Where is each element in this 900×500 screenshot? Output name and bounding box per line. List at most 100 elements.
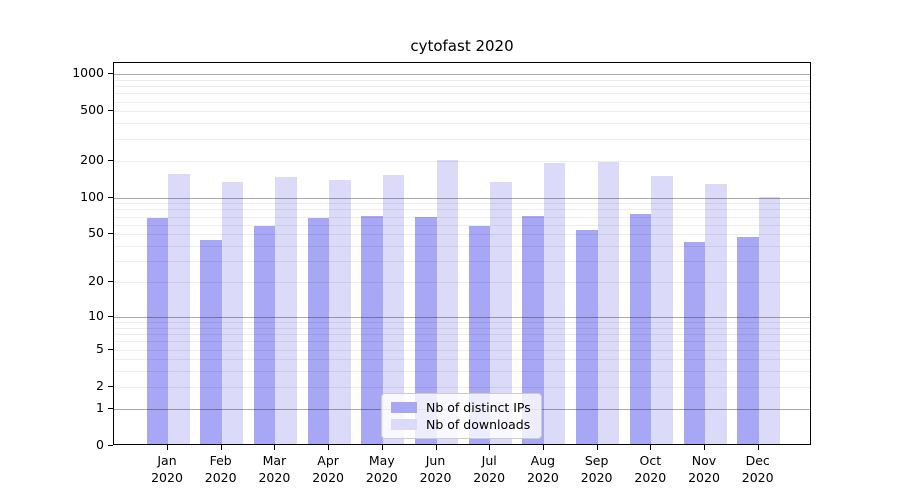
x-tick-year-oct: 2020 (634, 470, 667, 485)
x-tick-label-may: May 2020 (354, 452, 410, 486)
x-tick-mark-jul (489, 445, 491, 450)
x-tick-label-apr: Apr 2020 (300, 452, 356, 486)
gridline-300 (114, 138, 810, 140)
x-tick-year-jun: 2020 (419, 470, 452, 485)
bar-downloads-oct (651, 176, 673, 444)
x-tick-year-dec: 2020 (741, 470, 774, 485)
gridline-200 (114, 160, 810, 162)
bar-ips-nov (683, 241, 705, 444)
gridline-1000 (114, 74, 810, 75)
y-tick-mark-0 (108, 445, 113, 446)
bar-ips-aug (522, 216, 544, 444)
x-tick-label-jun: Jun 2020 (408, 452, 464, 486)
x-tick-label-aug: Aug 2020 (515, 452, 571, 486)
y-tick-mark-500 (108, 110, 113, 112)
y-tick-mark-100 (108, 196, 113, 198)
x-tick-year-apr: 2020 (312, 470, 344, 485)
y-tick-label-2: 2 (96, 377, 104, 393)
legend-swatch-downloads (391, 419, 417, 430)
y-tick-mark-1000 (108, 73, 113, 74)
y-tick-label-20: 20 (88, 273, 104, 289)
bar-downloads-may (382, 174, 405, 444)
x-tick-year-sep: 2020 (580, 470, 613, 485)
legend-row-downloads: Nb of downloads (389, 416, 531, 433)
x-tick-year-aug: 2020 (526, 470, 559, 485)
bar-downloads-sep (597, 162, 620, 444)
y-tick-label-100: 100 (80, 188, 104, 204)
gridline-800 (114, 86, 810, 87)
x-tick-year-may: 2020 (365, 470, 398, 485)
bar-ips-feb (200, 240, 222, 444)
bar-downloads-jul (490, 182, 512, 444)
bar-downloads-dec (758, 197, 781, 444)
bar-downloads-jun (436, 159, 458, 444)
bar-ips-jan (146, 217, 168, 444)
x-tick-mark-oct (650, 445, 652, 450)
y-tick-mark-1 (108, 407, 113, 409)
y-tick-mark-50 (108, 233, 113, 235)
bar-downloads-mar (275, 176, 297, 444)
legend: Nb of distinct IPs Nb of downloads (381, 393, 542, 439)
x-tick-label-jul: Jul 2020 (461, 452, 517, 486)
x-tick-year-feb: 2020 (204, 470, 237, 485)
y-tick-label-1: 1 (96, 399, 104, 415)
bar-ips-jul (468, 226, 491, 444)
x-tick-mark-jan (167, 445, 168, 450)
bar-ips-dec (737, 236, 759, 444)
plot-area: Nb of distinct IPs Nb of downloads (113, 62, 811, 445)
y-tick-label-5: 5 (96, 340, 104, 356)
x-tick-label-jan: Jan 2020 (139, 452, 195, 486)
x-tick-year-mar: 2020 (258, 470, 291, 485)
x-tick-mark-sep (596, 445, 598, 450)
x-tick-mark-apr (328, 445, 330, 450)
y-tick-mark-200 (108, 159, 113, 161)
chart-title: cytofast 2020 (410, 37, 514, 55)
bar-downloads-nov (705, 183, 727, 444)
gridline-600 (114, 101, 810, 103)
bar-ips-jun (415, 216, 437, 444)
y-tick-label-10: 10 (88, 307, 104, 323)
y-tick-label-500: 500 (80, 102, 104, 118)
x-tick-year-jan: 2020 (151, 470, 183, 485)
x-tick-year-jul: 2020 (473, 470, 506, 485)
x-tick-mark-feb (220, 445, 222, 450)
y-tick-mark-20 (108, 281, 113, 283)
x-tick-mark-mar (274, 445, 276, 450)
x-tick-label-oct: Oct 2020 (622, 452, 678, 486)
legend-label-distinct-ips: Nb of distinct IPs (426, 400, 531, 415)
x-tick-label-mar: Mar 2020 (246, 452, 302, 486)
bar-downloads-aug (543, 162, 566, 444)
y-tick-label-0: 0 (96, 437, 104, 452)
bar-downloads-feb (221, 181, 244, 444)
x-tick-mark-may (381, 445, 383, 450)
x-tick-mark-dec (757, 445, 759, 450)
bar-ips-oct (629, 213, 652, 444)
y-tick-label-200: 200 (80, 151, 104, 167)
x-tick-mark-nov (704, 445, 705, 450)
x-tick-label-dec: Dec 2020 (730, 452, 786, 486)
y-tick-mark-10 (108, 315, 113, 317)
bar-downloads-apr (329, 179, 351, 444)
gridline-400 (114, 123, 810, 125)
gridline-700 (114, 93, 810, 95)
x-tick-mark-aug (542, 445, 544, 450)
gridline-900 (114, 79, 810, 81)
x-tick-label-feb: Feb 2020 (193, 452, 249, 486)
x-tick-label-sep: Sep 2020 (569, 452, 625, 486)
y-tick-label-1000: 1000 (72, 65, 104, 80)
x-tick-year-nov: 2020 (688, 470, 720, 485)
bar-ips-apr (307, 218, 330, 444)
bar-ips-sep (576, 230, 598, 444)
legend-label-downloads: Nb of downloads (426, 417, 531, 432)
x-tick-label-nov: Nov 2020 (676, 452, 732, 486)
y-tick-mark-5 (108, 348, 113, 350)
gridline-500 (114, 111, 810, 113)
legend-swatch-distinct-ips (391, 402, 417, 413)
bar-downloads-jan (168, 173, 190, 444)
y-tick-label-50: 50 (88, 225, 104, 241)
bar-ips-mar (253, 226, 276, 444)
bar-ips-may (361, 216, 383, 444)
y-tick-mark-2 (108, 385, 113, 387)
legend-row-distinct-ips: Nb of distinct IPs (389, 399, 531, 416)
